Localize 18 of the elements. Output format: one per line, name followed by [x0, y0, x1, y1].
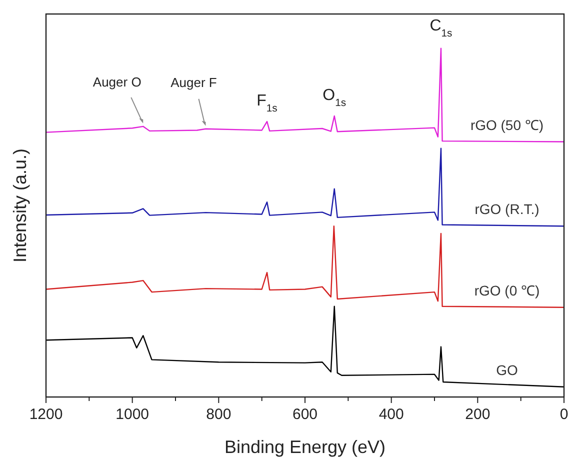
- annotation: O$_{1s}$: [322, 86, 346, 108]
- annotation: Auger O: [92, 74, 142, 90]
- series-label: rGO (R.T.): [474, 201, 540, 218]
- x-tick-label: 200: [465, 406, 490, 423]
- series-label: rGO (0 ℃): [474, 282, 540, 298]
- y-axis-title: Intensity (a.u.): [10, 148, 30, 263]
- x-tick-label: 1000: [116, 406, 150, 423]
- series-label: rGO (50 ℃): [470, 116, 544, 133]
- x-tick-label: 600: [292, 406, 318, 423]
- x-axis-title: Binding Energy (eV): [224, 437, 386, 457]
- x-tick-label: 400: [378, 406, 404, 423]
- x-tick-label: 1200: [29, 406, 63, 423]
- series-label: GO: [496, 362, 518, 378]
- annotation: Auger F: [170, 74, 217, 90]
- annotation: F$_{1s}$: [256, 92, 278, 114]
- annotation: C$_{1s}$: [430, 17, 452, 39]
- x-tick-label: 800: [206, 406, 232, 423]
- x-tick-label: 0: [560, 406, 568, 423]
